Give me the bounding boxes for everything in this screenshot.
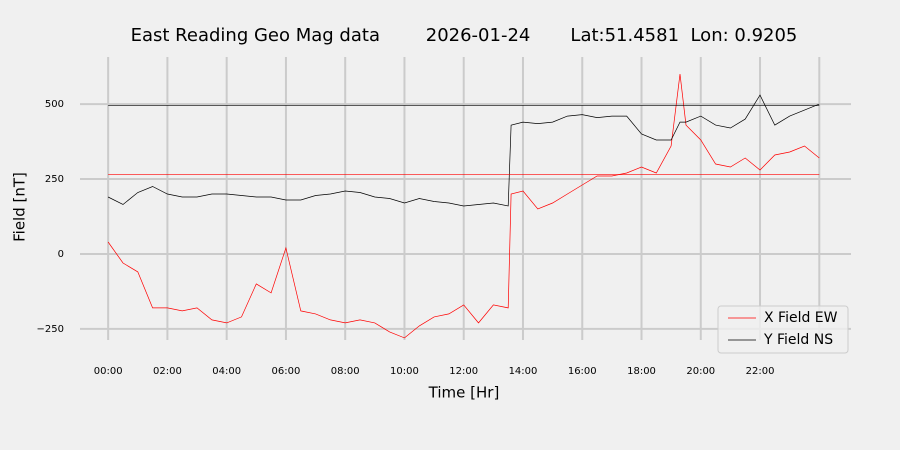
y-axis-label: Field [nT] [11,172,29,242]
x-tick-label: 06:00 [272,366,301,377]
series-line [107,94,820,207]
x-tick-label: 08:00 [331,366,360,377]
x-tick-label: 00:00 [94,366,123,377]
x-tick-label: 02:00 [153,366,182,377]
y-tick-label: −250 [37,324,64,335]
x-tick-label: 04:00 [212,366,241,377]
y-tick-label: 250 [45,174,64,185]
legend-label: X Field EW [764,310,838,326]
series-line [107,74,820,339]
x-tick-label: 22:00 [746,366,775,377]
x-tick-label: 18:00 [627,366,656,377]
y-tick-label: 0 [58,249,64,260]
x-tick-label: 10:00 [390,366,419,377]
y-tick-label: 500 [45,99,64,110]
legend-label: Y Field NS [763,332,833,348]
x-tick-label: 20:00 [686,366,715,377]
chart-title: East Reading Geo Mag data 2026-01-24 Lat… [131,25,798,46]
x-tick-label: 12:00 [449,366,478,377]
x-tick-label: 14:00 [509,366,538,377]
x-axis-label: Time [Hr] [428,384,500,402]
x-tick-label: 16:00 [568,366,597,377]
